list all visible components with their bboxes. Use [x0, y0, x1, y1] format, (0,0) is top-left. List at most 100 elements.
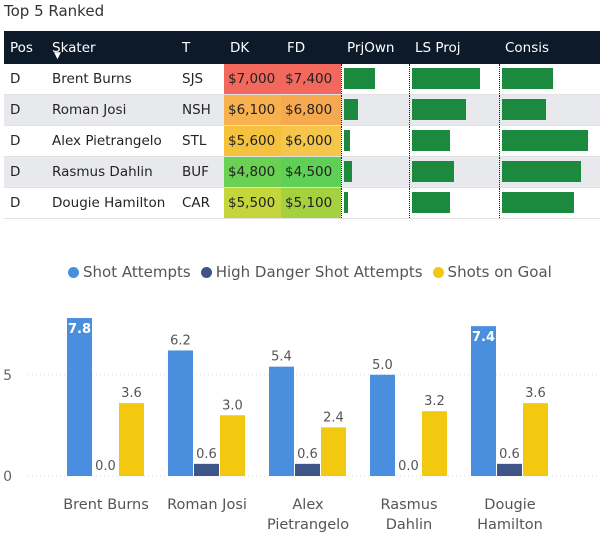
column-divider: [499, 95, 500, 125]
cell-prjown: [341, 156, 409, 188]
column-divider: [409, 188, 410, 218]
column-divider: [341, 157, 342, 187]
consis-bar: [502, 99, 546, 120]
bar-0: [269, 366, 294, 476]
col-header-consis[interactable]: Consis: [499, 31, 600, 64]
col-header-lsproj[interactable]: LS Proj: [409, 31, 499, 64]
table-header-row: Pos Skater ▼ T DK FD PrjOwn LS Proj Consi…: [4, 31, 600, 64]
column-divider: [499, 157, 500, 187]
data-label: 3.2: [424, 394, 445, 409]
column-divider: [499, 126, 500, 156]
cell-dk: $6,100: [224, 94, 281, 126]
table-row[interactable]: D Roman Josi NSH $6,100 $6,800: [4, 94, 600, 126]
bar-0: [67, 318, 92, 476]
y-tick-label: 0: [3, 469, 12, 485]
col-header-skater[interactable]: Skater ▼: [46, 31, 176, 64]
legend-dot-high-danger: [200, 266, 212, 278]
chart-legend: Shot Attempts High Danger Shot Attempts …: [68, 263, 552, 281]
column-divider: [341, 64, 342, 94]
cell-team: NSH: [176, 94, 224, 126]
bar-2: [119, 403, 144, 476]
data-label: 6.2: [170, 333, 191, 348]
column-divider: [409, 95, 410, 125]
cell-dk: $5,600: [224, 125, 281, 157]
legend-item-shot-attempts[interactable]: Shot Attempts: [68, 263, 191, 281]
lsproj-bar: [412, 68, 480, 89]
lsproj-bar: [412, 192, 450, 213]
bar-1: [295, 463, 320, 476]
consis-bar: [502, 161, 582, 182]
bar-2: [220, 415, 245, 476]
cell-skater: Rasmus Dahlin: [46, 156, 176, 188]
sort-down-icon: ▼: [54, 51, 61, 61]
cell-fd: $7,400: [281, 64, 341, 95]
lsproj-bar: [412, 130, 451, 151]
col-header-dk[interactable]: DK: [224, 31, 281, 64]
col-header-pos[interactable]: Pos: [4, 31, 46, 64]
col-header-prjown[interactable]: PrjOwn: [341, 31, 409, 64]
column-divider: [499, 64, 500, 94]
bar-2: [523, 403, 548, 476]
consis-bar: [502, 192, 575, 213]
data-label: 5.0: [372, 358, 393, 373]
table-row[interactable]: D Rasmus Dahlin BUF $4,800 $4,500: [4, 156, 600, 188]
cell-prjown: [341, 64, 409, 95]
cell-lsproj: [409, 64, 499, 95]
cell-fd: $4,500: [281, 156, 341, 188]
bar-0: [471, 326, 496, 476]
x-tick-label: Roman Josi: [167, 497, 247, 513]
y-tick-label: 5: [3, 368, 12, 384]
data-label: 0.6: [499, 447, 520, 462]
x-tick-label: Dahlin: [386, 517, 433, 533]
cell-pos: D: [4, 156, 46, 188]
cell-pos: D: [4, 187, 46, 219]
data-label: 3.6: [121, 386, 142, 401]
x-tick-label: Brent Burns: [63, 497, 149, 513]
column-divider: [341, 126, 342, 156]
bar-2: [422, 411, 447, 476]
cell-pos: D: [4, 125, 46, 157]
page-title: Top 5 Ranked: [4, 2, 105, 20]
bar-0: [370, 374, 395, 476]
prjown-bar: [344, 99, 358, 120]
column-divider: [409, 64, 410, 94]
x-tick-label: Hamilton: [477, 517, 543, 533]
cell-skater: Alex Pietrangelo: [46, 125, 176, 157]
prjown-bar: [344, 192, 348, 213]
table-row[interactable]: D Dougie Hamilton CAR $5,500 $5,100: [4, 187, 600, 219]
bar-1: [497, 463, 522, 476]
col-header-team[interactable]: T: [176, 31, 224, 64]
table-row[interactable]: D Alex Pietrangelo STL $5,600 $6,000: [4, 125, 600, 157]
cell-fd: $6,800: [281, 94, 341, 126]
data-label: 3.6: [525, 386, 546, 401]
cell-consis: [499, 94, 600, 126]
cell-consis: [499, 125, 600, 157]
bar-2: [321, 427, 346, 476]
cell-skater: Brent Burns: [46, 64, 176, 95]
top-ranked-table: Pos Skater ▼ T DK FD PrjOwn LS Proj Consi…: [4, 31, 600, 219]
data-label: 0.6: [196, 447, 217, 462]
legend-label-shot-attempts: Shot Attempts: [83, 263, 191, 281]
legend-label-high-danger: High Danger Shot Attempts: [215, 263, 423, 281]
cell-dk: $4,800: [224, 156, 281, 188]
legend-item-high-danger[interactable]: High Danger Shot Attempts: [200, 263, 423, 281]
x-tick-label: Rasmus: [380, 497, 437, 513]
data-label: 0.6: [297, 447, 318, 462]
col-header-fd[interactable]: FD: [281, 31, 341, 64]
legend-item-shots-on-goal[interactable]: Shots on Goal: [432, 263, 552, 281]
cell-lsproj: [409, 94, 499, 126]
cell-prjown: [341, 187, 409, 219]
cell-team: BUF: [176, 156, 224, 188]
prjown-bar: [344, 130, 350, 151]
cell-team: SJS: [176, 64, 224, 95]
table-row[interactable]: D Brent Burns SJS $7,000 $7,400: [4, 64, 600, 95]
cell-lsproj: [409, 125, 499, 157]
cell-skater: Roman Josi: [46, 94, 176, 126]
cell-fd: $6,000: [281, 125, 341, 157]
cell-skater: Dougie Hamilton: [46, 187, 176, 219]
cell-pos: D: [4, 94, 46, 126]
column-divider: [341, 188, 342, 218]
cell-pos: D: [4, 64, 46, 95]
legend-dot-shots-on-goal: [432, 266, 444, 278]
prjown-bar: [344, 161, 352, 182]
